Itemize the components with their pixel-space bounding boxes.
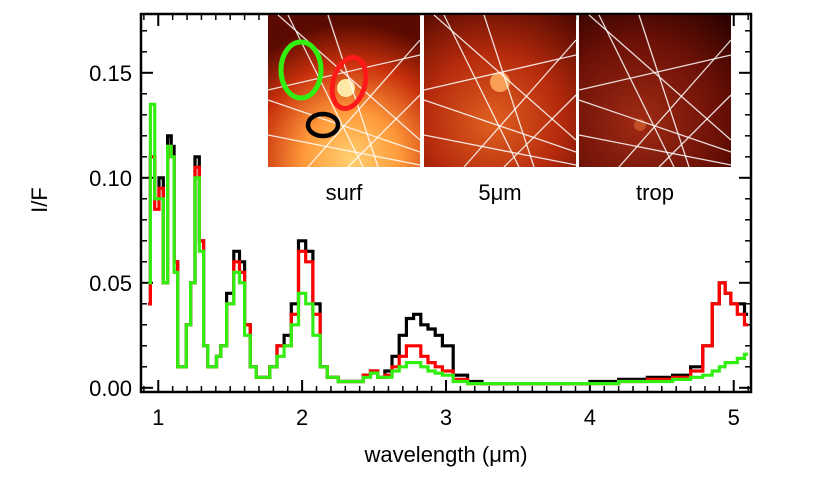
y-tick-label: 0.10 [89,166,132,191]
x-tick-labels: 1 2 3 4 5 [152,405,740,430]
x-tick-label: 4 [584,405,596,430]
series-group [148,102,749,386]
inset-grid-line [347,94,421,168]
inset-trop-image [579,15,731,167]
y-tick-labels: 0.00 0.05 0.10 0.15 [89,61,132,401]
region-marker-green [278,39,324,101]
inset-grid-line [443,14,520,168]
inset-grid-line [433,14,577,141]
x-tick-label: 2 [296,405,308,430]
inset-latlon-grid [267,14,732,168]
inset-grid-line [598,14,675,168]
inset-grid-line [277,14,421,141]
x-tick-label: 3 [440,405,452,430]
x-axis-title: wavelength (μm) [363,442,527,467]
inset-grid-line [503,94,577,168]
inset-grid-line [463,39,577,168]
inset-grid-line [483,14,535,168]
region-marker-red [329,55,369,111]
inset-grid-line [658,94,732,168]
inset-grid-line [578,134,732,166]
x-tick-label: 1 [152,405,164,430]
inset-grid-line [423,134,577,166]
inset-grid-line [307,39,421,168]
y-tick-label: 0.00 [89,376,132,401]
y-axis-title: I/F [27,187,52,213]
series-line-black [148,134,749,386]
inset-grid-line [267,134,421,166]
inset-grid-line [638,14,690,168]
inset-grid-line [327,14,379,168]
inset-5um-bright-spot [490,72,510,92]
x-tick-label: 5 [728,405,740,430]
series-line-green [148,102,749,386]
region-marker-black [305,111,341,139]
inset-label-trop: trop [636,180,674,205]
inset-label-5um: 5μm [478,180,521,205]
inset-grid-line [618,39,732,168]
inset-label-surf: surf [326,180,364,205]
inset-images [268,15,731,167]
y-tick-label: 0.15 [89,61,132,86]
y-tick-label: 0.05 [89,271,132,296]
inset-grid-line [588,14,732,141]
